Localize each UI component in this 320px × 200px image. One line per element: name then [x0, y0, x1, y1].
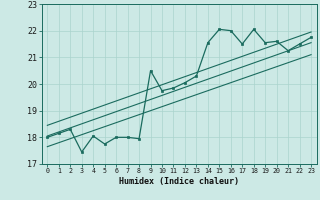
- X-axis label: Humidex (Indice chaleur): Humidex (Indice chaleur): [119, 177, 239, 186]
